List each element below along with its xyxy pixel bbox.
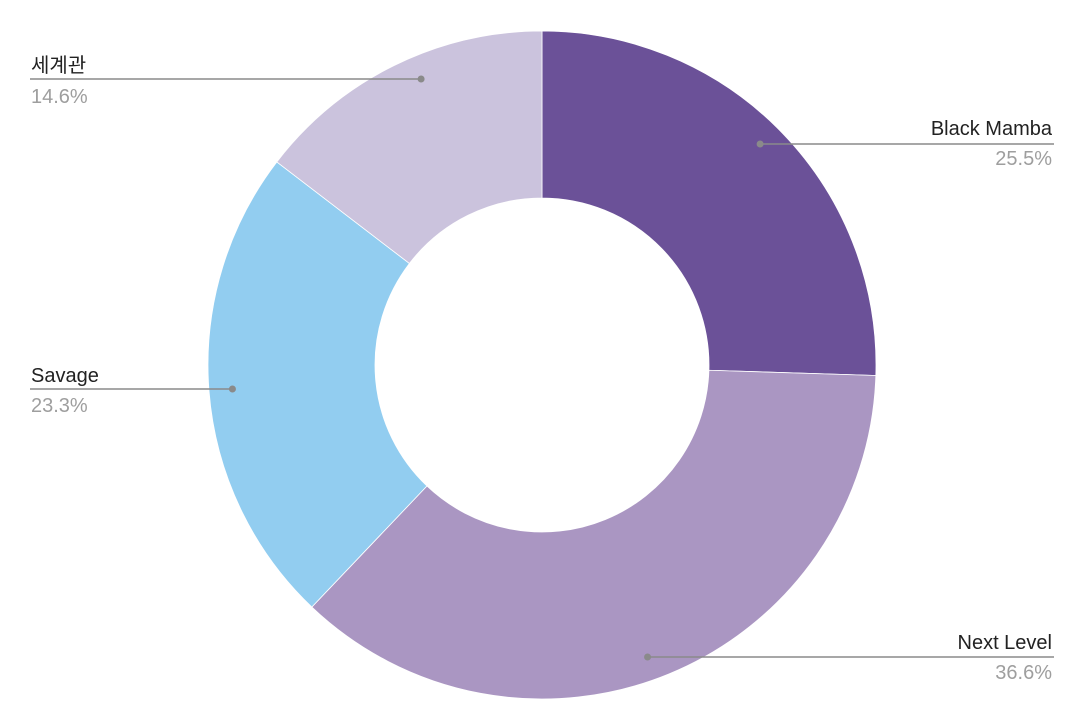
slice-percent-세계관: 14.6% [31, 86, 88, 108]
donut-slices [207, 30, 877, 700]
slice-label-black-mamba: Black Mamba [931, 118, 1053, 140]
leader-dot-next-level [644, 653, 652, 661]
leader-dot-savage [228, 385, 236, 393]
donut-slice-next-level[interactable] [311, 369, 877, 700]
leader-dot-black-mamba [756, 140, 764, 148]
slice-label-savage: Savage [31, 365, 99, 387]
slice-labels: Black Mamba 25.5% Next Level 36.6% Savage 23.… [30, 54, 1054, 684]
donut-slice-savage[interactable] [207, 161, 428, 608]
leader-dot-세계관 [417, 75, 425, 83]
slice-percent-black-mamba: 25.5% [995, 148, 1052, 170]
donut-slice-세계관[interactable] [276, 30, 543, 265]
slice-label-next-level: Next Level [958, 632, 1053, 654]
slice-percent-next-level: 36.6% [995, 662, 1052, 684]
slice-label-세계관: 세계관 [31, 54, 86, 77]
donut-slice-black-mamba[interactable] [541, 30, 877, 376]
slice-percent-savage: 23.3% [31, 395, 88, 417]
